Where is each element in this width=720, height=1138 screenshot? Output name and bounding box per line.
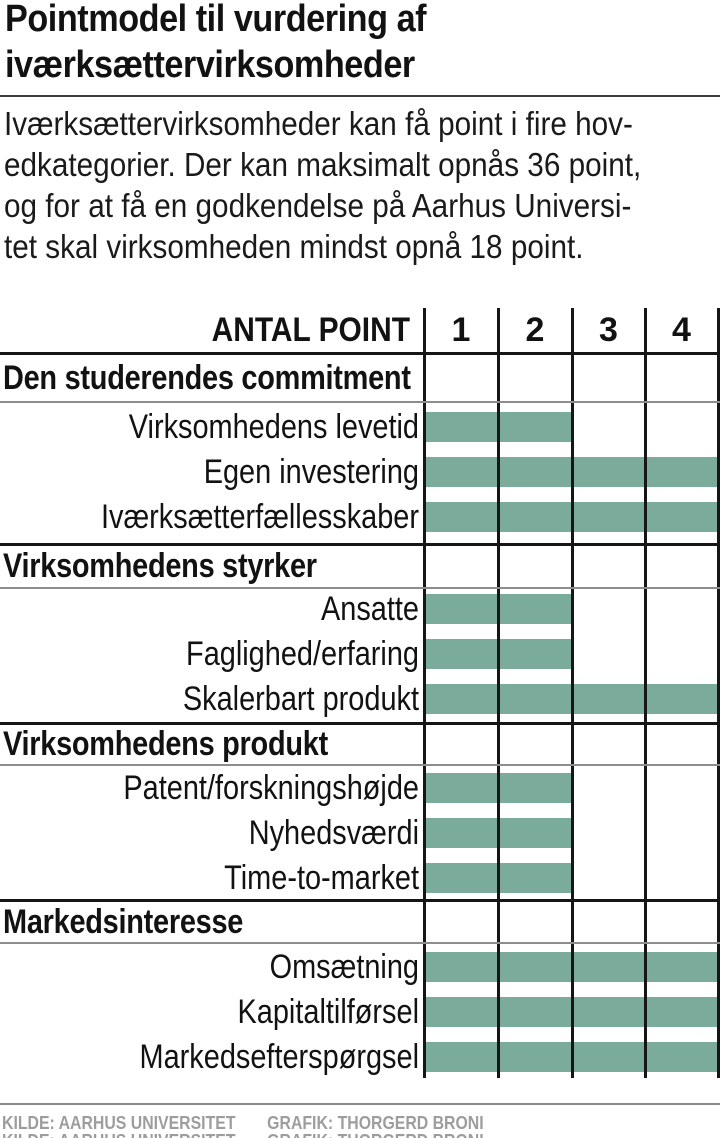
row-label: Markedsefterspørgsel — [139, 1037, 419, 1076]
page-title-line1: Pointmodel til vurdering af — [5, 0, 427, 40]
grid-vline — [644, 308, 647, 1078]
row-label: Faglighed/erfaring — [186, 634, 419, 673]
row-label: Virksomhedens levetid — [128, 407, 419, 446]
section-top-line — [0, 543, 720, 546]
column-header-2: 2 — [525, 310, 545, 349]
column-header-label: ANTAL POINT — [211, 310, 410, 349]
section-gray-line — [0, 764, 720, 766]
section-top-line — [0, 352, 720, 355]
section-label: Markedsinteresse — [3, 902, 244, 941]
grid-vline — [717, 308, 720, 1078]
page-title: Pointmodel til vurdering af iværksætterv… — [5, 0, 427, 88]
section-gray-line — [0, 401, 720, 403]
source-credit: KILDE: AARHUS UNIVERSITET — [2, 1112, 236, 1133]
column-header-3: 3 — [599, 310, 618, 349]
row-label: Ansatte — [320, 589, 419, 628]
intro-line: tet skal virksomheden mindst opnå 18 poi… — [4, 228, 584, 265]
row-label: Omsætning — [269, 947, 419, 986]
row-label: Kapitaltilførsel — [237, 992, 419, 1031]
section-label: Den studerendes commitment — [3, 358, 411, 397]
section-gray-line — [0, 942, 720, 944]
section-top-line — [0, 899, 720, 902]
section-label: Virksomhedens styrker — [3, 547, 317, 585]
row-label: Nyhedsværdi — [248, 813, 419, 852]
source-credit-clipped: KILDE: AARHUS UNIVERSITET — [2, 1131, 236, 1138]
footer-credit-clipped: KILDE: AARHUS UNIVERSITET GRAFIK: THORGE… — [2, 1130, 636, 1138]
footer-divider — [0, 1103, 720, 1105]
row-label: Egen investering — [203, 452, 419, 491]
footer-credit: KILDE: AARHUS UNIVERSITET GRAFIK: THORGE… — [2, 1112, 636, 1134]
row-label: Skalerbart produkt — [182, 679, 419, 718]
intro-line: edkategorier. Der kan maksimalt opnås 36… — [4, 146, 642, 183]
section-gray-line — [0, 587, 720, 589]
row-label: Iværksætterfællesskaber — [101, 497, 419, 536]
intro-line: og for at få en godkendelse på Aarhus Un… — [4, 187, 632, 224]
column-header-4: 4 — [672, 310, 691, 349]
graphic-credit: GRAFIK: THORGERD BRONI — [267, 1112, 484, 1133]
grid-vline — [497, 308, 500, 1078]
title-divider — [0, 95, 720, 97]
section-label: Virksomhedens produkt — [3, 725, 328, 763]
graphic-credit-clipped: GRAFIK: THORGERD BRONI — [267, 1131, 483, 1138]
intro-line: Iværksættervirksomheder kan få point i f… — [4, 105, 633, 142]
column-header-1: 1 — [451, 310, 471, 349]
section-top-line — [0, 722, 720, 725]
row-label: Patent/forskningshøjde — [123, 768, 419, 807]
page-title-line2: iværksættervirksomheder — [5, 44, 415, 86]
row-label: Time-to-market — [224, 858, 419, 897]
intro-text: Iværksættervirksomheder kan få point i f… — [4, 103, 641, 267]
grid-vline — [423, 308, 426, 1078]
grid-vline — [571, 308, 574, 1078]
